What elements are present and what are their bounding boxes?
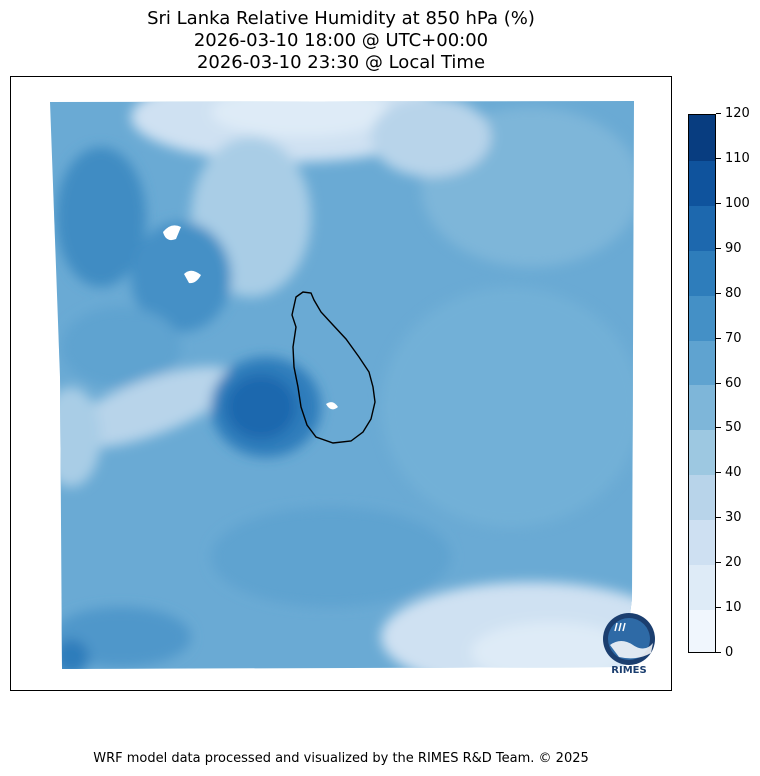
missing-data-patch-3	[326, 402, 338, 410]
moderate-area-east	[381, 287, 634, 527]
colorbar-tick-label: 0	[725, 645, 734, 660]
colorbar-tick-label: 30	[725, 510, 742, 526]
colorbar-tick	[716, 337, 721, 339]
colorbar-segment	[689, 115, 715, 161]
colorbar-tick	[716, 247, 721, 249]
footer-credit: WRF model data processed and visualized …	[93, 751, 589, 766]
colorbar-segment	[689, 339, 715, 386]
moist-area-north-west	[56, 147, 146, 287]
colorbar-segment	[689, 609, 715, 652]
dry-area-north-east	[371, 101, 491, 177]
colorbar-tick-label: 120	[725, 106, 750, 121]
colorbar-tick	[716, 472, 721, 474]
missing-data-patch-1	[163, 225, 181, 241]
humidity-field-map	[50, 101, 634, 669]
colorbar-tick	[716, 427, 721, 429]
colorbar-segment	[689, 429, 715, 476]
colorbar-tick-label: 20	[725, 555, 742, 571]
colorbar-tick-label: 80	[725, 285, 742, 301]
colorbar-tick	[716, 292, 721, 294]
colorbar-tick	[716, 382, 721, 384]
colorbar-tick	[716, 652, 721, 653]
moist-core-peak	[226, 375, 296, 439]
colorbar-tick-label: 70	[725, 330, 742, 346]
dry-band-west-edge	[50, 387, 101, 487]
colorbar-tick	[716, 517, 721, 519]
colorbar-tick-label: 90	[725, 240, 742, 256]
colorbar-segment	[689, 564, 715, 611]
map-title-line2: 2026-03-10 18:00 @ UTC+00:00	[193, 30, 489, 51]
colorbar-tick-label: 10	[725, 600, 742, 616]
colorbar-tick	[716, 113, 721, 114]
dry-area-north-core	[211, 101, 391, 137]
colorbar-segment	[689, 204, 715, 251]
colorbar-segment	[689, 294, 715, 341]
colorbar-tick	[716, 607, 721, 609]
map-title-line3: 2026-03-10 23:30 @ Local Time	[196, 52, 486, 73]
colorbar-tick-label: 100	[725, 195, 750, 211]
colorbar-segment	[689, 519, 715, 566]
missing-data-patch-2	[184, 270, 201, 284]
sri-lanka-coastline	[291, 291, 376, 444]
colorbar-segment	[689, 159, 715, 206]
colorbar-tick-label: 50	[725, 420, 742, 436]
colorbar-tick	[716, 157, 721, 159]
rimes-logo: RIMES	[597, 609, 661, 679]
logo-text: RIMES	[611, 665, 647, 676]
colorbar-segment	[689, 474, 715, 521]
map-title-line1: Sri Lanka Relative Humidity at 850 hPa (…	[147, 8, 535, 29]
moist-patch-south	[211, 507, 451, 607]
dry-band-south-west	[65, 366, 237, 448]
moist-corner-south-west	[53, 639, 89, 669]
colorbar-tick-label: 60	[725, 375, 742, 391]
colorbar-tick	[716, 562, 721, 564]
rimes-globe-logo-icon	[603, 613, 655, 665]
colorbar-tick	[716, 202, 721, 204]
moist-area-west	[61, 307, 181, 387]
colorbar-segment	[689, 249, 715, 296]
colorbar-tick-label: 110	[725, 150, 750, 166]
colorbar-tick-label: 40	[725, 465, 742, 481]
colorbar-segment	[689, 384, 715, 431]
map-frame: RIMES	[10, 76, 672, 691]
colorbar	[688, 114, 716, 653]
moist-area-north-west-2	[131, 222, 231, 332]
dry-area-south-east-core	[471, 622, 631, 669]
